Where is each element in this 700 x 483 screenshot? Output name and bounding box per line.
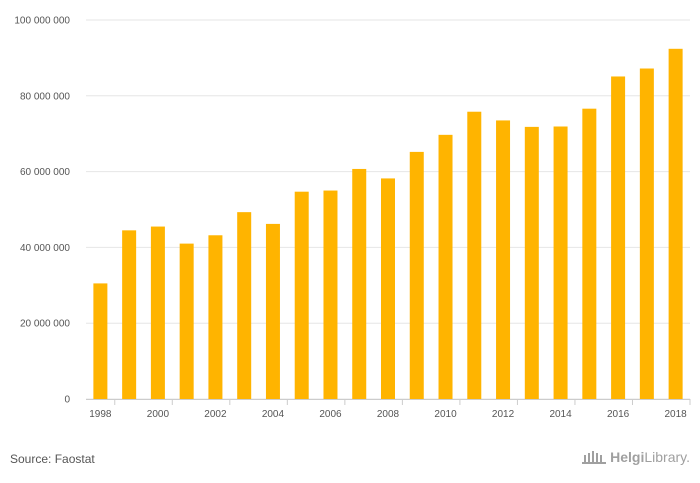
bar-2016 xyxy=(611,76,626,399)
x-tick-label: 2012 xyxy=(492,409,515,420)
bar-1999 xyxy=(122,230,137,399)
bars xyxy=(93,48,683,400)
bar-2013 xyxy=(524,126,539,400)
y-tick-label: 60 000 000 xyxy=(20,167,70,178)
bar-2002 xyxy=(208,235,223,399)
x-axis-ticks: 1998 2000 2002 2004 2006 2008 2010 2012 2014 2016… xyxy=(89,399,691,420)
logo-text: Library. xyxy=(644,449,690,465)
bar-2012 xyxy=(496,120,511,399)
bar-2006 xyxy=(323,190,338,399)
bar-1998 xyxy=(93,283,108,399)
x-tick-label: 2008 xyxy=(377,409,400,420)
bar-chart: 0 20 000 000 40 000 000 60 000 000 80 000 00… xyxy=(14,16,691,420)
library-building-icon xyxy=(582,451,607,464)
bar-2008 xyxy=(381,178,395,399)
helgilibrary-logo: HelgiLibrary. xyxy=(581,449,690,465)
x-tick-label: 2018 xyxy=(664,409,687,420)
bar-2015 xyxy=(582,108,597,399)
bar-2017 xyxy=(639,68,654,400)
x-tick-label: 2016 xyxy=(607,409,630,420)
bar-2001 xyxy=(179,243,194,399)
y-tick-label: 20 000 000 xyxy=(20,319,70,330)
bar-2009 xyxy=(409,151,424,399)
bar-2018 xyxy=(668,48,683,399)
y-tick-label: 100 000 000 xyxy=(14,16,70,27)
bar-2007 xyxy=(352,168,367,399)
bar-2010 xyxy=(438,134,453,399)
x-tick-label: 2002 xyxy=(204,409,227,420)
source-note: Source: Faostat xyxy=(10,452,95,466)
bar-2003 xyxy=(237,212,252,399)
x-tick-label: 2010 xyxy=(434,409,457,420)
x-tick-label: 1998 xyxy=(89,409,112,420)
x-tick-label: 2004 xyxy=(262,409,285,420)
bar-2000 xyxy=(150,226,165,399)
y-tick-label: 0 xyxy=(64,395,70,406)
bar-2014 xyxy=(553,126,568,400)
y-tick-label: 40 000 000 xyxy=(20,243,70,254)
x-tick-label: 2014 xyxy=(549,409,572,420)
bar-2011 xyxy=(467,111,482,399)
y-tick-label: 80 000 000 xyxy=(20,91,70,102)
y-axis-ticks: 0 20 000 000 40 000 000 60 000 000 80 000 00… xyxy=(14,16,70,406)
bar-2005 xyxy=(294,191,309,399)
logo-text-bold: Helgi xyxy=(610,449,645,465)
x-tick-label: 2006 xyxy=(319,409,342,420)
x-tick-label: 2000 xyxy=(147,409,170,420)
bar-2004 xyxy=(265,223,280,399)
